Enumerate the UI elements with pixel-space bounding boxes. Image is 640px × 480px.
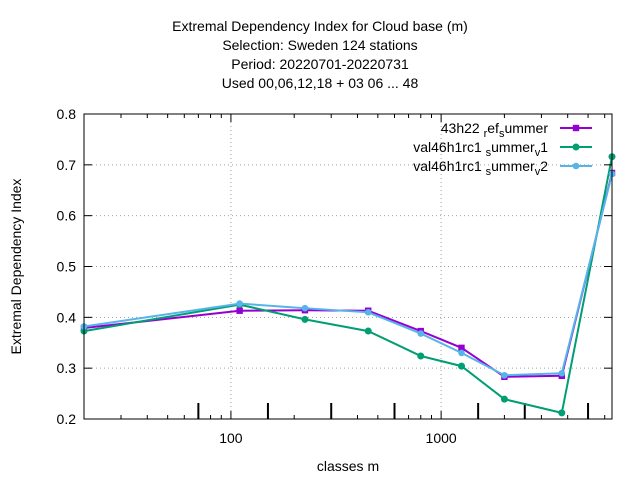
y-tick-label: 0.7	[57, 157, 77, 173]
data-point	[364, 308, 372, 316]
data-point	[417, 330, 425, 337]
series-line	[83, 172, 613, 378]
data-point	[236, 307, 243, 314]
axis-ticks: 0.2 0.3 0.4 0.5 0.6 0.7 0.8 100 1000	[57, 106, 612, 446]
legend-marker	[572, 124, 580, 132]
series-line	[83, 173, 613, 377]
data-point	[301, 315, 309, 323]
grid	[84, 114, 612, 419]
series-3	[80, 170, 616, 379]
y-tick-label: 0.5	[57, 259, 77, 275]
series-layer	[80, 153, 616, 417]
y-axis-label: Extremal Dependency Index	[8, 179, 24, 355]
legend-label: 43h22 refsummer	[441, 120, 549, 140]
x-tick-label: 100	[219, 430, 243, 446]
legend-item-2: val46h1rc1 summerv1	[413, 139, 592, 159]
title-line-4: Used 00,06,12,18 + 03 06 ... 48	[221, 75, 419, 91]
data-point	[301, 304, 309, 312]
y-tick-label: 0.3	[57, 360, 77, 376]
title-line-2: Selection: Sweden 124 stations	[222, 37, 418, 53]
y-tick-label: 0.2	[57, 411, 77, 427]
legend-marker	[572, 143, 580, 151]
data-point	[458, 344, 465, 352]
data-point	[558, 409, 566, 417]
legend-marker	[572, 162, 580, 170]
title-line-3: Period: 20220701-20220731	[231, 56, 409, 72]
legend-item-1: 43h22 refsummer	[441, 120, 592, 140]
y-tick-label: 0.4	[57, 309, 77, 325]
data-point	[558, 369, 566, 377]
data-point	[236, 300, 243, 307]
data-point	[501, 371, 508, 379]
data-point	[458, 349, 465, 357]
data-point	[364, 327, 372, 335]
y-tick-label: 0.6	[57, 208, 77, 224]
x-tick-label: 1000	[426, 430, 457, 446]
y-tick-label: 0.8	[57, 106, 77, 122]
x-axis-label: classes m	[317, 458, 379, 474]
data-point	[417, 352, 425, 360]
legend-label: val46h1rc1 summerv2	[413, 158, 548, 178]
data-point	[457, 362, 465, 370]
legend-label: val46h1rc1 summerv1	[413, 139, 548, 159]
legend-item-3: val46h1rc1 summerv2	[413, 158, 592, 178]
data-point	[500, 395, 508, 403]
series-1	[80, 169, 616, 381]
title-line-1: Extremal Dependency Index for Cloud base…	[172, 18, 468, 34]
